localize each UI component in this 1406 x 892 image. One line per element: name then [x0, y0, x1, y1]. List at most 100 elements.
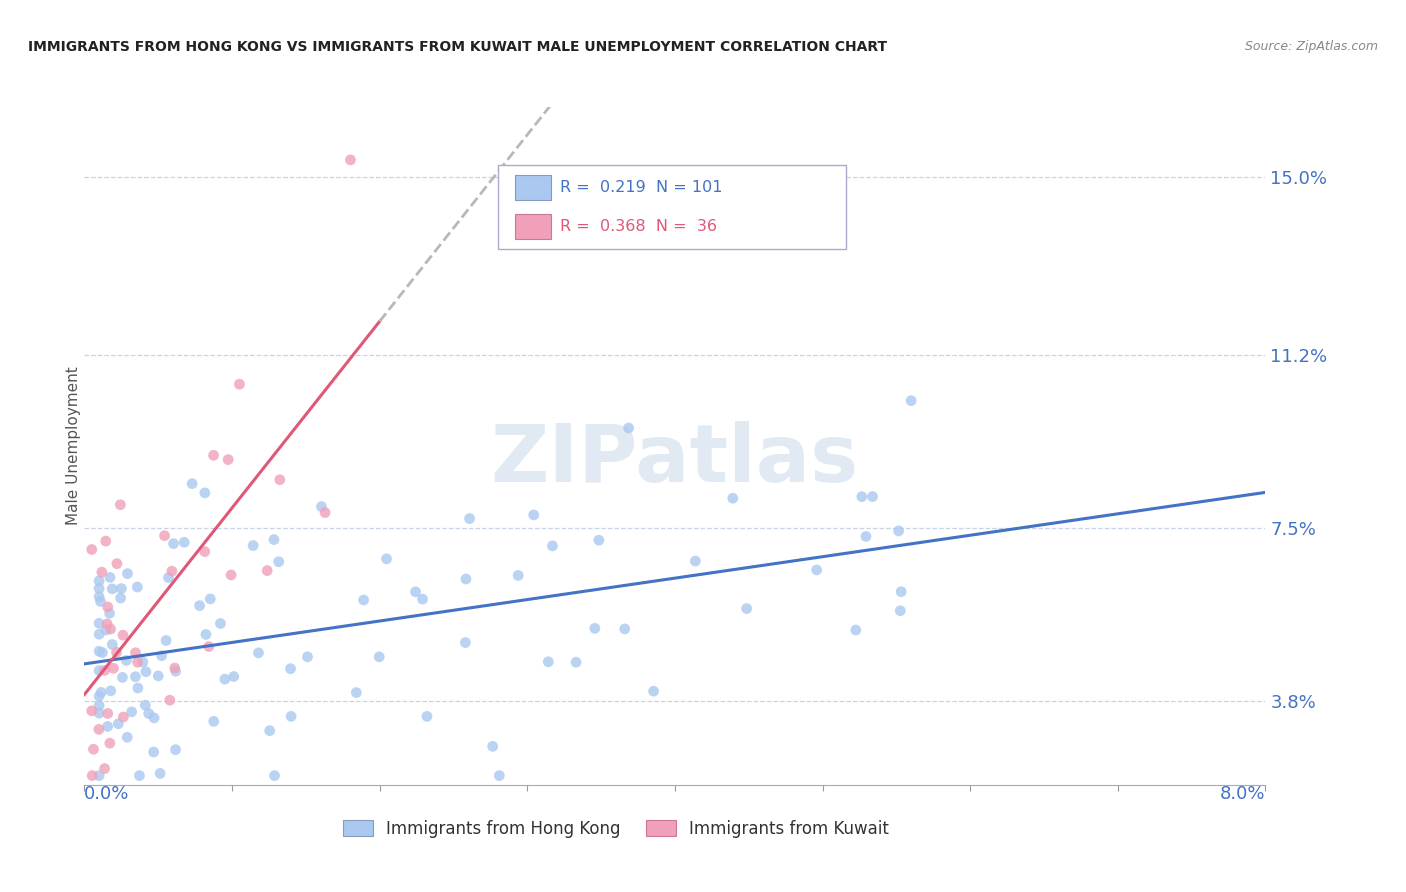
Point: [87, 627, 111, 641]
Point: [263, 769, 285, 783]
Point: [583, 621, 606, 635]
Point: [900, 393, 922, 408]
Point: [90, 565, 112, 579]
Point: [314, 506, 336, 520]
Point: [202, 714, 225, 729]
Point: [124, 646, 146, 660]
Point: [155, 633, 177, 648]
Point: [80, 704, 103, 718]
Point: [643, 684, 665, 698]
Point: [87, 616, 111, 631]
Point: [214, 672, 236, 686]
Text: R =  0.368  N =  36: R = 0.368 N = 36: [561, 219, 717, 234]
Point: [454, 572, 477, 586]
Text: Source: ZipAtlas.com: Source: ZipAtlas.com: [1244, 40, 1378, 54]
Point: [153, 528, 176, 542]
Point: [97, 600, 120, 615]
Point: [194, 544, 217, 558]
Point: [541, 539, 564, 553]
Point: [454, 635, 477, 649]
Point: [107, 716, 129, 731]
Point: [87, 706, 111, 721]
Point: [87, 644, 111, 658]
Legend: Immigrants from Hong Kong, Immigrants from Kuwait: Immigrants from Hong Kong, Immigrants fr…: [336, 814, 896, 845]
Point: [588, 533, 610, 548]
Point: [200, 591, 222, 606]
Point: [96, 616, 118, 631]
Point: [135, 665, 157, 679]
Point: [617, 421, 640, 435]
Point: [115, 731, 138, 745]
Point: [97, 719, 120, 733]
Point: [110, 582, 132, 596]
Text: IMMIGRANTS FROM HONG KONG VS IMMIGRANTS FROM KUWAIT MALE UNEMPLOYMENT CORRELATIO: IMMIGRANTS FROM HONG KONG VS IMMIGRANTS …: [28, 40, 887, 54]
Point: [194, 486, 217, 500]
Point: [87, 769, 111, 783]
Point: [488, 769, 510, 783]
Point: [228, 377, 250, 392]
Point: [537, 655, 560, 669]
Point: [94, 534, 117, 549]
Point: [157, 570, 180, 584]
Point: [105, 645, 128, 659]
Point: [344, 685, 367, 699]
Text: ZIPatlas: ZIPatlas: [491, 420, 859, 499]
Point: [188, 599, 211, 613]
Point: [160, 564, 183, 578]
Point: [121, 705, 143, 719]
Point: [82, 742, 104, 756]
Point: [87, 590, 111, 604]
Point: [416, 709, 439, 723]
Point: [269, 473, 291, 487]
Point: [117, 566, 139, 581]
Point: [143, 711, 166, 725]
Point: [263, 533, 285, 547]
Point: [887, 524, 910, 538]
Text: R =  0.219  N = 101: R = 0.219 N = 101: [561, 180, 723, 195]
Point: [94, 623, 117, 637]
Point: [124, 670, 146, 684]
Point: [259, 723, 281, 738]
Point: [173, 535, 195, 549]
Point: [375, 551, 398, 566]
Point: [311, 500, 333, 514]
Point: [165, 665, 187, 679]
Point: [209, 616, 232, 631]
Bar: [516, 175, 551, 201]
Point: [247, 646, 270, 660]
Text: 8.0%: 8.0%: [1220, 785, 1265, 803]
Point: [889, 604, 911, 618]
Point: [242, 539, 264, 553]
Point: [194, 627, 217, 641]
Point: [82, 769, 104, 783]
Bar: [516, 214, 551, 239]
Point: [222, 669, 245, 683]
Point: [98, 570, 121, 584]
Point: [142, 745, 165, 759]
Point: [110, 498, 132, 512]
Point: [87, 574, 111, 588]
Y-axis label: Male Unemployment: Male Unemployment: [66, 367, 80, 525]
Point: [845, 623, 868, 637]
Point: [101, 638, 124, 652]
Point: [100, 683, 122, 698]
Point: [98, 736, 121, 750]
Point: [128, 769, 150, 783]
Point: [87, 664, 111, 678]
Point: [339, 153, 361, 167]
Point: [458, 511, 481, 525]
Point: [163, 661, 186, 675]
Point: [80, 542, 103, 557]
Text: 0.0%: 0.0%: [84, 785, 129, 803]
Point: [405, 584, 427, 599]
Point: [132, 655, 155, 669]
Point: [855, 529, 877, 543]
Point: [87, 698, 111, 713]
Point: [280, 662, 302, 676]
Point: [98, 607, 121, 621]
Point: [103, 661, 125, 675]
Point: [862, 490, 884, 504]
Point: [280, 709, 302, 723]
Point: [97, 706, 120, 721]
Point: [202, 448, 225, 462]
